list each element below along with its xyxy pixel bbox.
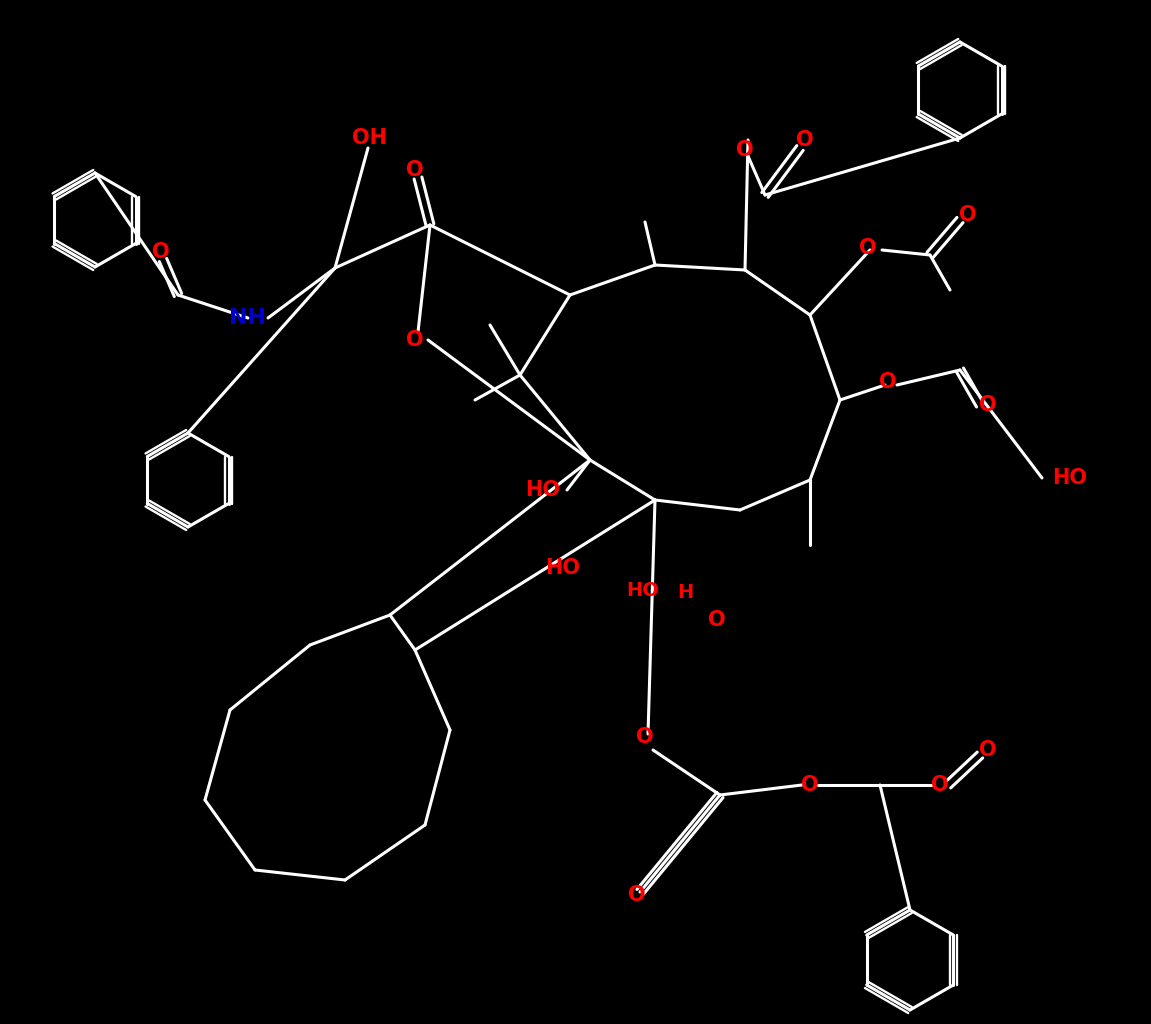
Text: O: O xyxy=(980,740,997,760)
Text: O: O xyxy=(737,140,754,160)
Text: O: O xyxy=(637,727,654,746)
Text: O: O xyxy=(980,395,997,415)
Text: OH: OH xyxy=(352,128,388,148)
Text: HO: HO xyxy=(1052,468,1088,488)
Text: HO: HO xyxy=(626,581,660,599)
Text: O: O xyxy=(931,775,948,795)
Text: O: O xyxy=(708,610,726,630)
Text: O: O xyxy=(879,372,897,392)
Text: HO: HO xyxy=(546,558,580,578)
Text: O: O xyxy=(406,330,424,350)
Text: NH: NH xyxy=(229,308,267,328)
Text: O: O xyxy=(796,130,814,150)
Text: O: O xyxy=(628,885,646,905)
Text: H: H xyxy=(677,583,693,601)
Text: O: O xyxy=(859,238,877,258)
Text: O: O xyxy=(152,242,170,262)
Text: O: O xyxy=(406,160,424,180)
Text: O: O xyxy=(959,205,977,225)
Text: HO: HO xyxy=(526,480,561,500)
Text: O: O xyxy=(801,775,818,795)
